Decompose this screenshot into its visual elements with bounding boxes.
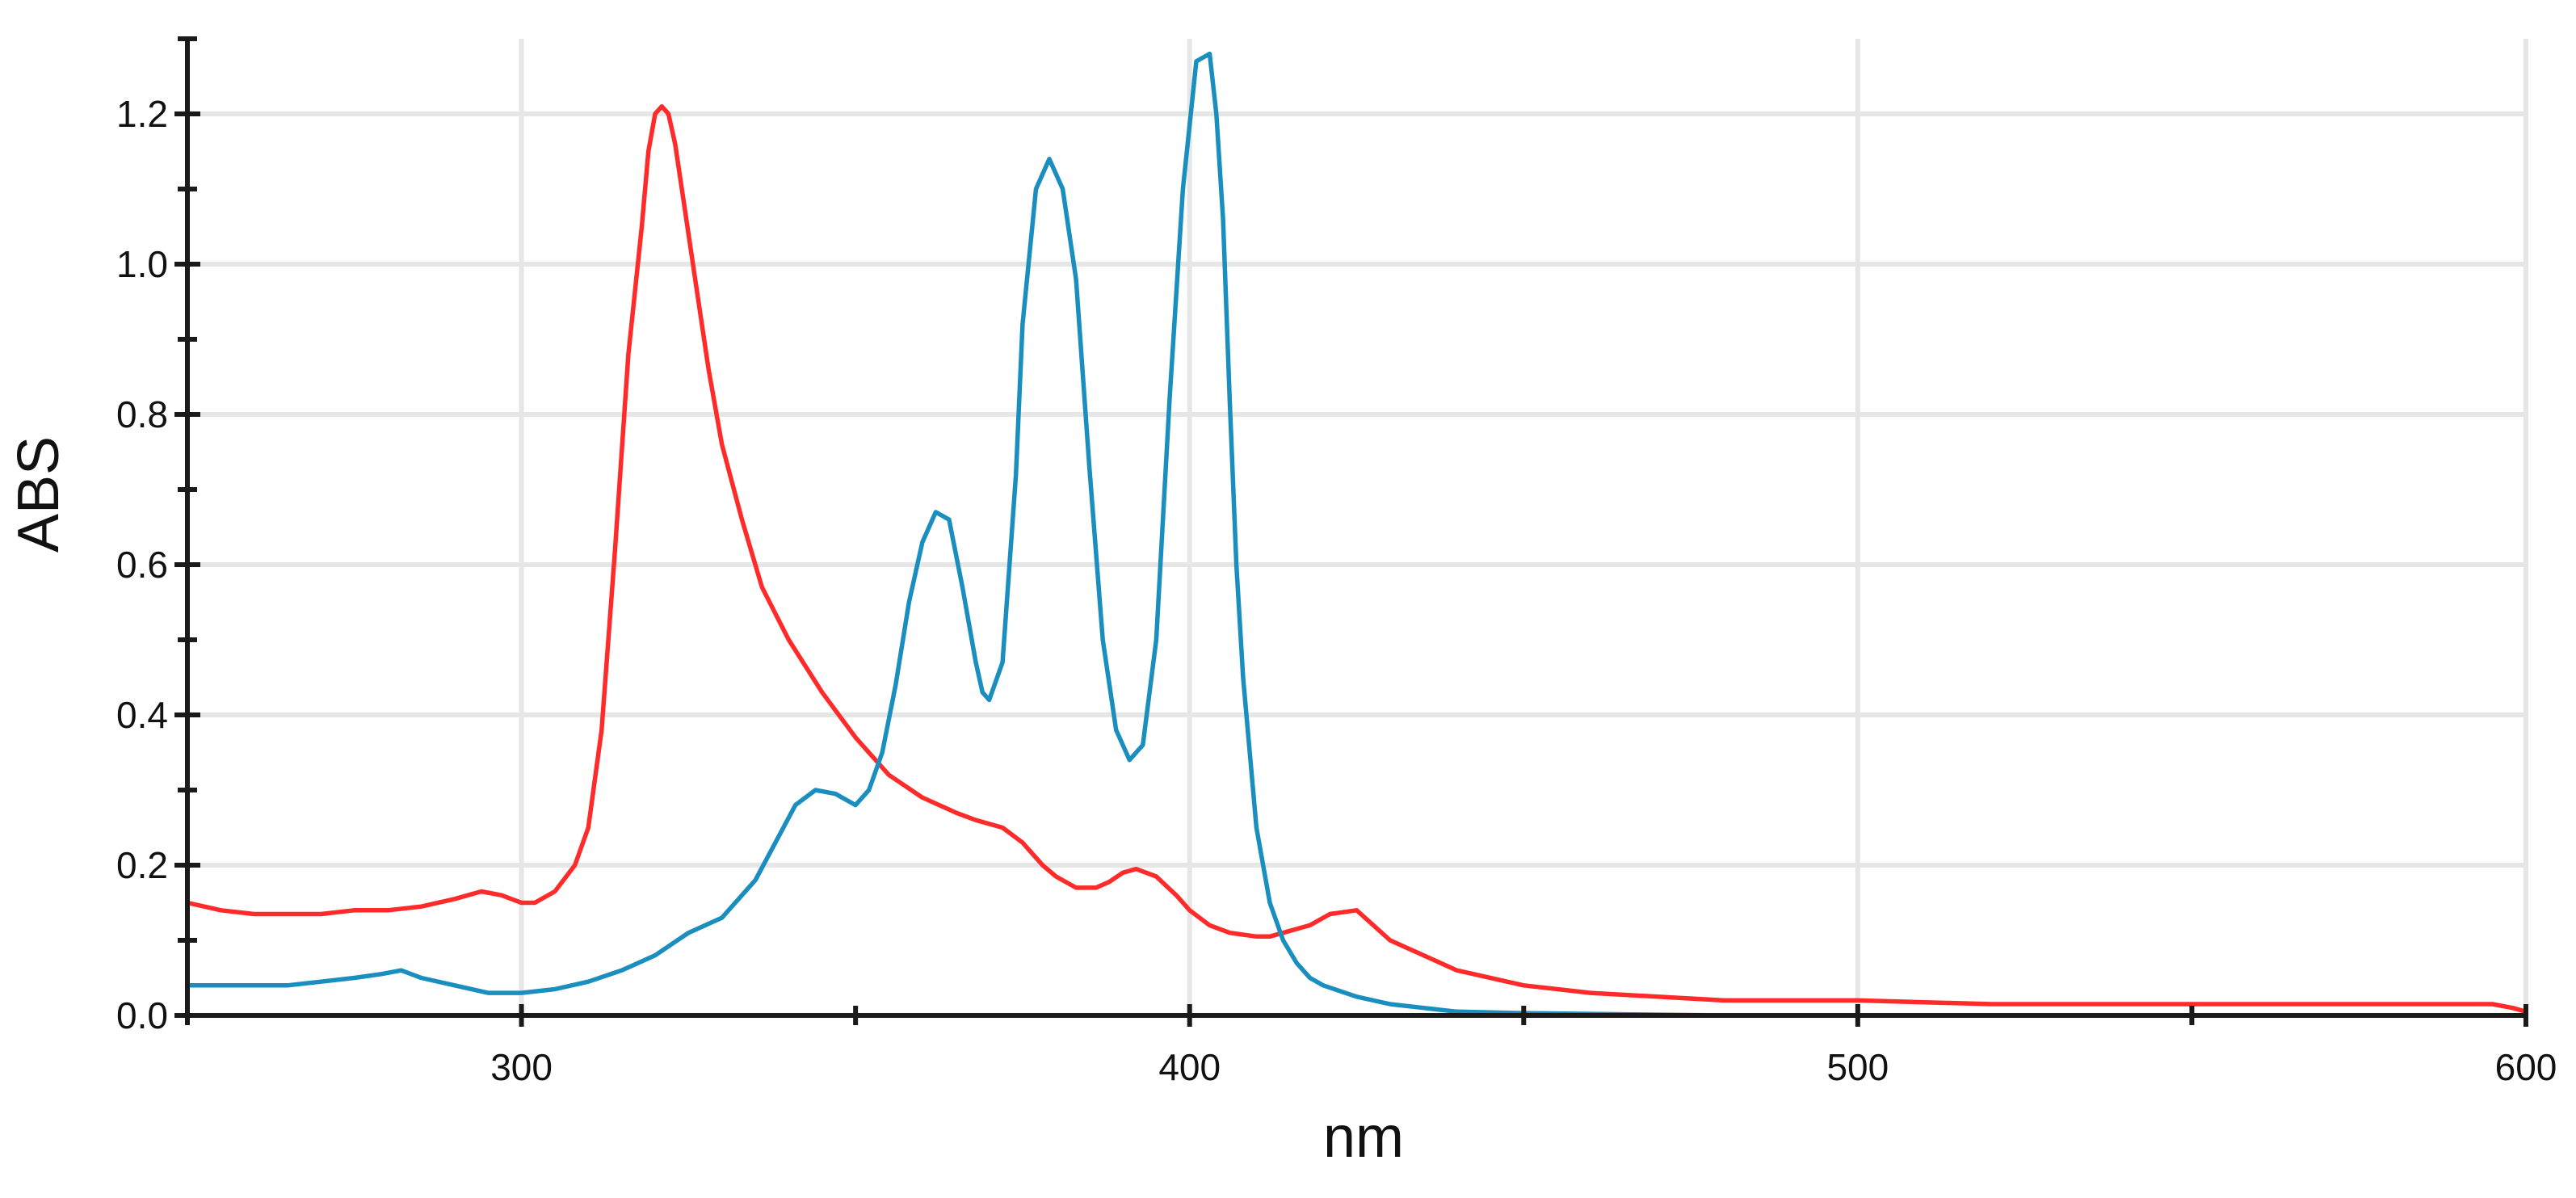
series-line-2	[185, 51, 2528, 1018]
y-tick-label: 0.0	[116, 994, 168, 1036]
ticks: 300 400 500 600 0.0 0.2 0.4 0.6 0.8 1.0 1.2	[116, 36, 2557, 1088]
y-tick-label: 0.4	[116, 694, 168, 736]
y-tick-label: 1.2	[116, 93, 168, 135]
x-tick-label: 300	[490, 1046, 553, 1088]
x-tick-label: 400	[1158, 1046, 1221, 1088]
series-layer	[185, 51, 2528, 1018]
x-tick-label: 500	[1826, 1046, 1889, 1088]
y-tick-label: 1.0	[116, 243, 168, 285]
y-axis-title: ABS	[6, 436, 71, 553]
grid	[187, 39, 2528, 1015]
y-tick-label: 0.8	[116, 393, 168, 435]
y-tick-label: 0.6	[116, 544, 168, 586]
x-axis-title: nm	[1323, 1105, 1404, 1170]
x-tick-label: 600	[2495, 1046, 2557, 1088]
series-line-1	[185, 103, 2528, 1015]
y-tick-label: 0.2	[116, 844, 168, 886]
axes	[185, 39, 2526, 1018]
